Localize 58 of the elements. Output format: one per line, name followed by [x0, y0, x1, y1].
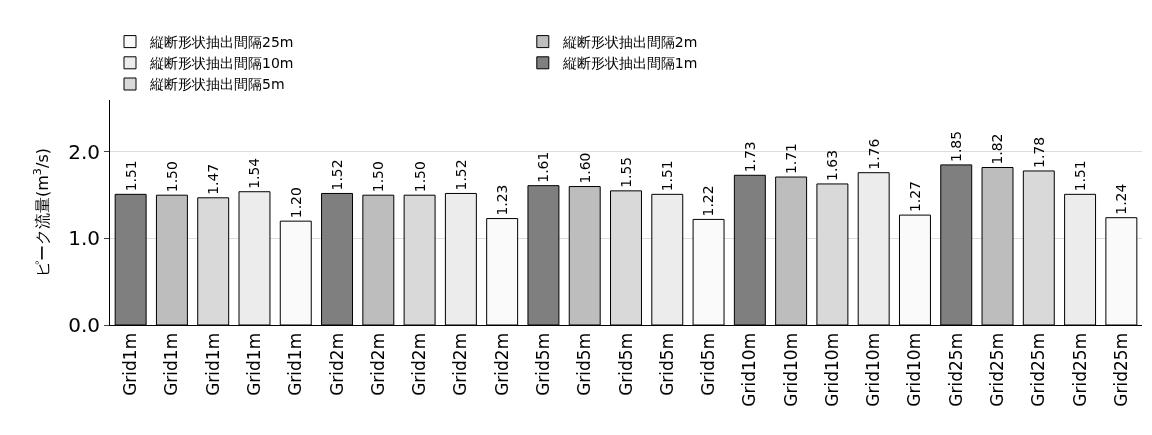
data-label: 1.63: [824, 149, 841, 181]
data-label: 1.24: [1113, 183, 1130, 215]
data-label: 1.47: [205, 163, 222, 195]
x-tick-label: Grid25m: [987, 332, 1008, 407]
x-tick-label: Grid5m: [574, 332, 595, 396]
data-label: 1.27: [906, 181, 923, 213]
x-tick-label: Grid10m: [904, 332, 925, 407]
data-label: 1.22: [700, 185, 717, 217]
x-tick-label: Grid10m: [863, 332, 884, 407]
data-label: 1.50: [163, 161, 180, 193]
x-tick-label: Grid5m: [698, 332, 719, 396]
x-tick-label: Grid5m: [615, 332, 636, 396]
y-tick-label: 1.0: [68, 226, 100, 251]
x-tick-label: Grid10m: [821, 332, 842, 407]
x-tick-label: Grid10m: [780, 332, 801, 407]
data-label: 1.78: [1030, 137, 1047, 168]
x-tick-label: Grid2m: [491, 332, 512, 396]
data-label: 1.71: [783, 143, 800, 175]
legend-label: 縦断形状抽出間隔2m: [561, 34, 698, 51]
y-tick-label: 0.0: [68, 313, 100, 337]
data-label: 1.50: [370, 161, 387, 193]
legend-label: 縦断形状抽出間隔10m: [149, 55, 294, 72]
data-label: 1.82: [989, 133, 1006, 165]
x-tick-label: Grid25m: [1069, 332, 1090, 407]
data-label: 1.54: [246, 157, 263, 189]
x-tick-label: Grid5m: [532, 332, 553, 396]
x-tick-label: Grid5m: [656, 332, 677, 396]
legend-label: 縦断形状抽出間隔25m: [149, 34, 294, 51]
x-tick-label: Grid10m: [739, 332, 760, 407]
data-label: 1.60: [576, 152, 593, 184]
x-tick-label: Grid1m: [120, 332, 141, 396]
x-tick-label: Grid2m: [367, 332, 388, 396]
data-label: 1.23: [494, 184, 511, 216]
data-label: 1.85: [948, 130, 965, 162]
y-tick-label: 2.0: [68, 139, 100, 164]
legend-label: 縦断形状抽出間隔1m: [561, 55, 698, 72]
data-label: 1.50: [411, 161, 428, 193]
x-tick-label: Grid2m: [409, 332, 430, 396]
x-tick-label: Grid25m: [945, 332, 966, 407]
x-tick-label: Grid2m: [450, 332, 471, 396]
x-tick-label: Grid1m: [244, 332, 265, 396]
data-label: 1.55: [617, 156, 634, 188]
x-tick-label: Grid25m: [1110, 332, 1131, 407]
data-label: 1.61: [535, 151, 552, 183]
data-label: 1.51: [1071, 160, 1088, 192]
data-label: 1.52: [452, 159, 469, 191]
data-label: 1.76: [865, 138, 882, 170]
data-label: 1.52: [328, 159, 345, 191]
data-label: 1.20: [287, 187, 304, 219]
x-tick-label: Grid25m: [1028, 332, 1049, 407]
legend-label: 縦断形状抽出間隔5m: [149, 76, 285, 93]
x-tick-label: Grid1m: [285, 332, 306, 396]
data-label: 1.51: [659, 160, 676, 192]
x-tick-label: Grid2m: [326, 332, 347, 396]
x-tick-label: Grid1m: [161, 332, 182, 396]
x-tick-label: Grid1m: [202, 332, 223, 396]
data-label: 1.51: [122, 160, 139, 192]
data-label: 1.73: [741, 141, 758, 173]
